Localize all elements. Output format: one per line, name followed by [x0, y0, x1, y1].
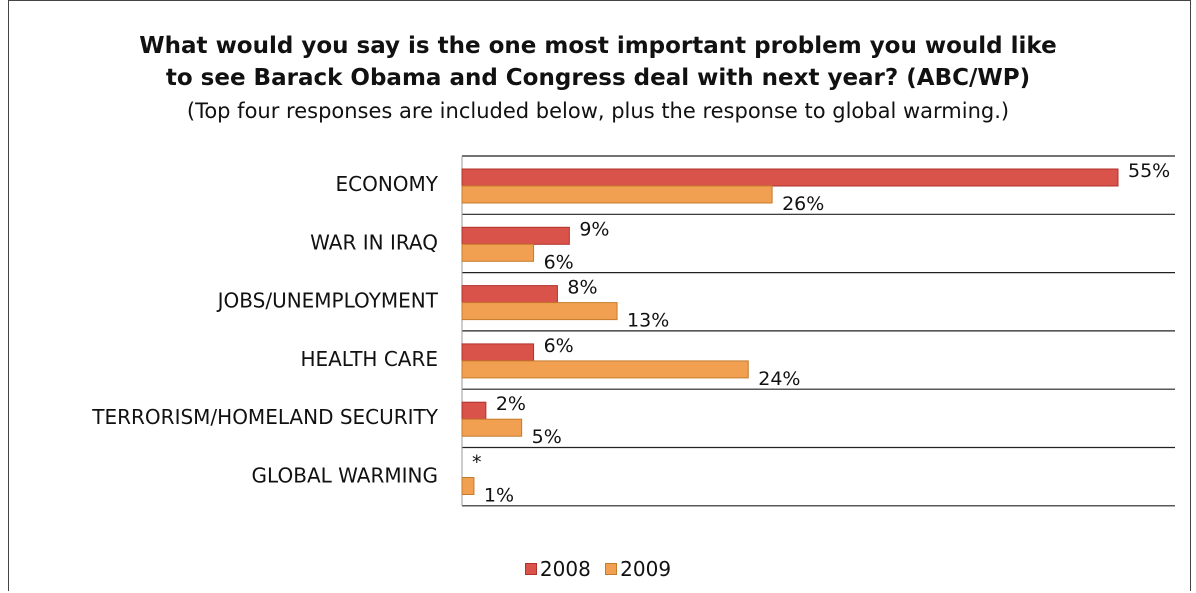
data-label-2009: 6%	[544, 251, 574, 273]
chart-frame	[8, 0, 1191, 591]
bar-2008	[461, 168, 1119, 187]
category-label: ECONOMY	[335, 172, 438, 196]
bar-2009	[461, 418, 523, 437]
data-label-2008: 8%	[567, 277, 597, 299]
data-label-2009: 1%	[484, 485, 514, 507]
data-label-2009: 26%	[782, 193, 824, 215]
bar-2008	[461, 343, 535, 362]
data-label-2009: 5%	[532, 426, 562, 448]
data-label-2008: 9%	[579, 218, 609, 240]
data-label-2008: *	[472, 452, 482, 474]
bar-2009	[461, 360, 749, 379]
data-label-2008: 2%	[496, 393, 526, 415]
category-label: JOBS/UNEMPLOYMENT	[216, 289, 439, 313]
category-label: GLOBAL WARMING	[252, 464, 438, 488]
bar-2009	[461, 477, 475, 495]
legend: 2008 2009	[0, 556, 1196, 581]
bar-2008	[461, 285, 558, 304]
chart-title-line-1: What would you say is the one most impor…	[139, 33, 1057, 59]
legend-item-2009: 2009	[605, 557, 671, 581]
data-label-2009: 24%	[758, 368, 800, 390]
bar-2009	[461, 302, 618, 321]
legend-swatch-2008	[524, 563, 537, 575]
chart-title-line-2: to see Barack Obama and Congress deal wi…	[165, 65, 1031, 91]
legend-label-2008: 2008	[539, 557, 591, 581]
chart-subtitle: (Top four responses are included below, …	[186, 99, 1010, 123]
bar-2008	[461, 226, 570, 245]
data-label-2008: 55%	[1128, 160, 1170, 182]
data-label-2008: 6%	[544, 335, 574, 357]
legend-swatch-2009	[605, 563, 618, 575]
legend-label-2009: 2009	[620, 557, 672, 581]
category-label: TERRORISM/HOMELAND SECURITY	[91, 405, 438, 429]
bar-2009	[461, 185, 773, 204]
bar-2009	[461, 243, 535, 262]
bar-2008	[461, 401, 487, 420]
category-label: HEALTH CARE	[300, 347, 438, 371]
legend-item-2008: 2008	[524, 557, 591, 581]
data-label-2009: 13%	[627, 310, 669, 332]
chart-title: What would you say is the one most impor…	[0, 30, 1196, 94]
category-label: WAR IN IRAQ	[310, 230, 438, 254]
